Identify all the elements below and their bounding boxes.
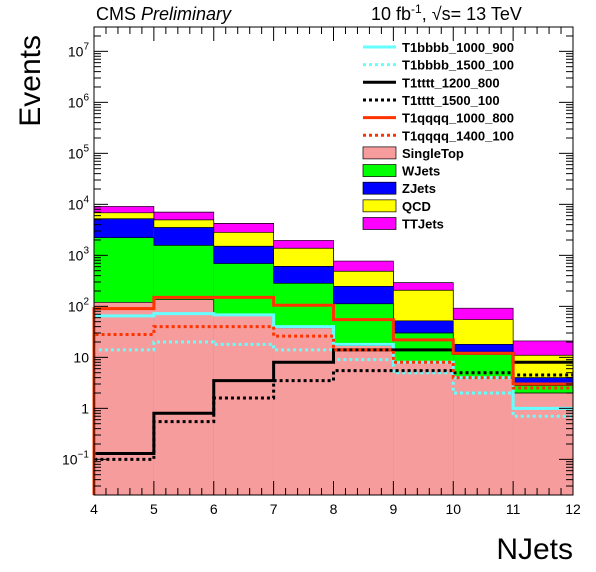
- x-tick-label: 4: [90, 501, 98, 517]
- x-axis-title: NJets: [496, 533, 573, 566]
- signal-line-t1qqqq-1400-100: [92, 325, 573, 495]
- legend-label: T1qqqq_1400_100: [402, 128, 514, 143]
- y-tick-label: 1: [81, 400, 89, 416]
- signal-line-t1bbbb-1000-900: [92, 312, 573, 495]
- legend-label: SingleTop: [402, 146, 464, 161]
- legend-label: T1tttt_1500_100: [402, 93, 500, 108]
- stack-bar-singletop: [393, 362, 454, 495]
- x-tick-label: 9: [389, 501, 397, 517]
- x-tick-label: 10: [445, 501, 461, 517]
- signal-line-t1bbbb-1500-100: [92, 340, 573, 495]
- stack-bar-singletop: [513, 392, 573, 495]
- x-tick-label: 7: [270, 501, 278, 517]
- legend-swatch-zjets: [362, 181, 397, 195]
- legend-label: QCD: [402, 199, 431, 214]
- stack-bar-singletop: [213, 314, 274, 495]
- y-tick-label: 10−1: [62, 449, 89, 467]
- legend-label: T1tttt_1200_800: [402, 75, 500, 90]
- stack-bar-singletop: [273, 327, 334, 495]
- stack-outline-zjets: [93, 218, 574, 495]
- legend-label: ZJets: [402, 181, 436, 196]
- x-tick-label: 5: [150, 501, 158, 517]
- legend-swatch-singletop: [362, 146, 397, 160]
- y-tick-label: 106: [68, 92, 90, 110]
- x-tick-label: 6: [210, 501, 218, 517]
- signal-line-t1tttt-1500-100: [92, 369, 573, 495]
- signal-line-t1qqqq-1000-800: [92, 295, 573, 495]
- legend-label: T1bbbb_1000_900: [402, 40, 514, 55]
- y-tick-label: 102: [68, 296, 90, 314]
- legend-label: WJets: [402, 164, 440, 179]
- legend-swatch-qcd: [362, 199, 397, 213]
- signal-lines: [92, 295, 573, 495]
- y-axis-title: Events: [14, 35, 47, 127]
- background-stack: [93, 206, 574, 496]
- legend-swatch-wjets: [362, 164, 397, 177]
- cms-label: CMS Preliminary: [96, 4, 232, 24]
- x-tick-label: 12: [565, 501, 581, 517]
- legend-label: TTJets: [402, 217, 444, 232]
- y-tick-label: 107: [68, 41, 90, 59]
- stack-bar-singletop: [333, 345, 394, 495]
- legend: T1bbbb_1000_900 T1bbbb_1500_100 T1tttt_120…: [362, 40, 514, 232]
- legend-swatch-ttjets: [362, 217, 397, 230]
- y-tick-label: 105: [68, 143, 90, 161]
- lumi-energy-label: 10 fb-1, √s= 13 TeV: [371, 2, 522, 24]
- x-tick-label: 8: [330, 501, 338, 517]
- y-tick-label: 103: [68, 245, 90, 263]
- stack-bar-singletop: [94, 302, 154, 495]
- legend-label: T1qqqq_1000_800: [402, 111, 514, 126]
- legend-label: T1bbbb_1500_100: [402, 58, 514, 73]
- x-tick-label: 11: [506, 501, 521, 517]
- y-tick-label: 10: [73, 349, 89, 365]
- stack-bar-singletop: [453, 377, 514, 495]
- y-tick-label: 104: [68, 194, 90, 212]
- stack-bar-singletop: [153, 299, 214, 495]
- axes: 4 5 6 7 8 9 10 11 12 10−1 1 10 102 103 104 105 106 107: [62, 26, 581, 517]
